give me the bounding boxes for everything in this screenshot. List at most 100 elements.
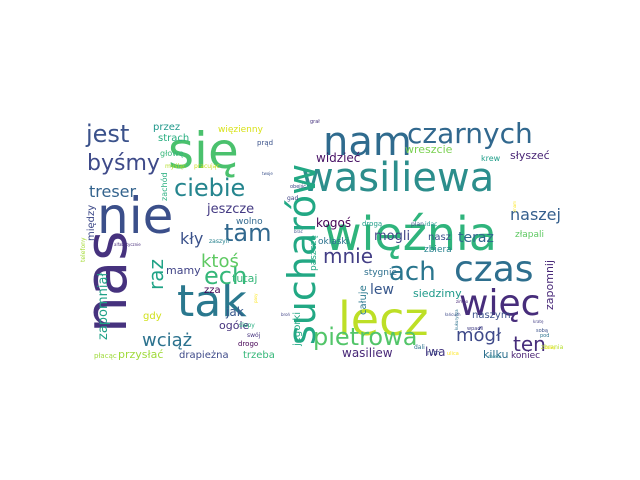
word-50: tutaj: [232, 272, 257, 285]
word-26: treser: [89, 182, 137, 201]
word-29: naszej: [510, 205, 561, 224]
word-65: naszym: [472, 310, 511, 321]
word-24: wciąż: [142, 330, 192, 351]
word-23: ten: [513, 332, 546, 356]
word-59: drapieżna: [179, 350, 229, 361]
word-46: między: [86, 205, 97, 241]
word-64: koniec: [511, 351, 540, 361]
word-76: drogo: [238, 340, 258, 348]
word-31: przez: [153, 122, 180, 133]
word-97: pasy: [253, 293, 258, 303]
word-38: widzieć: [316, 151, 360, 165]
word-8: lecz: [338, 292, 429, 346]
word-48: telefony: [80, 237, 87, 262]
word-28: mogli: [374, 229, 410, 244]
word-45: oklaski: [318, 237, 349, 247]
word-55: jak: [225, 305, 244, 319]
word-25: raz: [144, 259, 168, 290]
word-52: lew: [370, 282, 394, 298]
word-30: teraz: [458, 230, 494, 246]
word-34: prąd: [257, 139, 273, 147]
word-57: gdy: [143, 311, 162, 322]
word-18: ach: [389, 257, 436, 287]
word-44: złapali: [515, 230, 544, 240]
word-60: trzeba: [243, 350, 275, 361]
word-74: pracując: [194, 163, 220, 170]
word-43: zbiera: [424, 245, 452, 255]
word-102: brać: [294, 229, 303, 234]
word-4: nam: [323, 119, 412, 165]
word-22: mógł: [456, 325, 502, 346]
word-6: więźnia: [324, 207, 497, 261]
word-21: ktoś: [201, 251, 239, 272]
word-49: mamy: [166, 264, 201, 277]
word-73: płacąc: [94, 352, 117, 360]
word-17: ech: [204, 262, 247, 290]
word-56: ogóle: [219, 319, 249, 332]
word-7: sucharów: [280, 164, 324, 345]
word-69: paszczę: [309, 235, 319, 271]
word-27: kły: [180, 229, 203, 248]
word-93: dalej: [545, 345, 555, 350]
word-88: wpadli: [467, 326, 483, 332]
word-10: czas: [454, 249, 534, 290]
word-16: tam: [224, 219, 272, 247]
word-11: więc: [459, 283, 540, 324]
word-87: ulica: [447, 351, 459, 357]
word-90: sobą: [536, 328, 548, 334]
word-1: nie: [97, 187, 173, 245]
word-86: obejść: [290, 183, 306, 190]
word-91: grał: [310, 119, 320, 125]
word-40: jeszcze: [206, 202, 254, 217]
word-47: zapomniał: [96, 273, 111, 340]
word-39: zachód: [159, 172, 169, 201]
word-71: głowę: [160, 149, 184, 158]
word-33: więzienny: [218, 125, 264, 135]
word-101: broń: [281, 312, 291, 317]
word-67: jegorki: [292, 312, 303, 347]
word-14: byśmy: [87, 151, 160, 176]
word-100: zimno: [456, 299, 469, 304]
word-35: wreszcie: [405, 143, 453, 156]
word-13: jest: [85, 120, 129, 148]
word-3: się: [168, 122, 239, 180]
word-42: nasz: [428, 232, 451, 243]
word-77: swój: [247, 332, 261, 339]
word-83: plan: [411, 221, 424, 228]
word-96: daleko: [488, 354, 502, 359]
word-61: wasiliew: [342, 346, 393, 360]
word-5: wasiliewa: [301, 155, 494, 201]
word-94: twoje: [262, 171, 273, 176]
word-80: idąc: [425, 221, 437, 228]
word-53: siedzimy: [413, 287, 462, 300]
word-12: czarnych: [407, 117, 533, 150]
word-32: strach: [158, 133, 189, 144]
word-89: pod: [540, 333, 549, 339]
word-82: nim: [427, 349, 440, 357]
word-68: całuje: [358, 285, 369, 315]
word-63: kilku: [483, 348, 509, 361]
word-98: kratę: [533, 319, 544, 324]
word-81: dali: [414, 344, 425, 351]
word-62: lwa: [425, 345, 446, 359]
word-85: gad: [287, 195, 298, 202]
word-70: wolno: [236, 217, 263, 227]
word-84: zbrania: [541, 344, 564, 351]
word-41: kogoś: [316, 216, 351, 230]
word-95: znam: [512, 201, 517, 212]
word-92: alfabetycznie: [114, 242, 141, 247]
word-66: zapomnij: [543, 260, 556, 310]
word-79: drogą: [362, 220, 382, 228]
word-51: zza: [204, 285, 221, 296]
word-19: pietrowa: [313, 323, 417, 351]
word-99: łańcuch: [445, 312, 461, 317]
word-9: tak: [177, 276, 247, 327]
word-103: kukurydza: [454, 309, 459, 330]
word-72: myśląc: [165, 163, 186, 170]
word-37: słyszeć: [510, 149, 550, 162]
word-78: ślepy: [239, 322, 255, 329]
word-54: stygnie: [364, 268, 397, 278]
word-2: nas: [72, 230, 140, 333]
